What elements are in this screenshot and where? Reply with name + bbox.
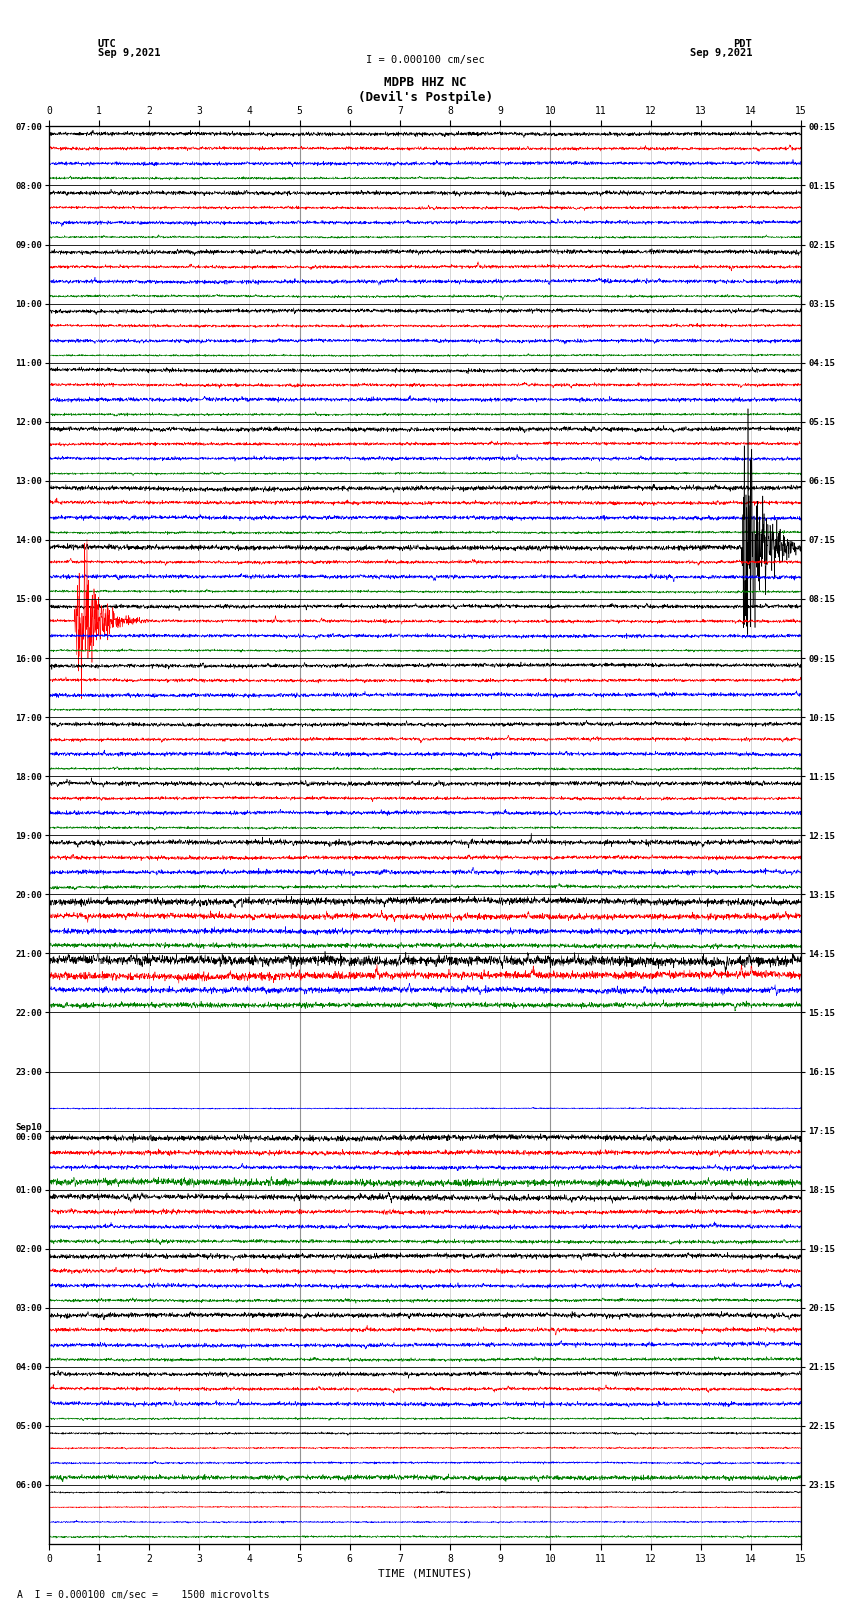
Text: Sep 9,2021: Sep 9,2021 [689, 48, 752, 58]
X-axis label: TIME (MINUTES): TIME (MINUTES) [377, 1569, 473, 1579]
Text: UTC: UTC [98, 39, 116, 48]
Text: PDT: PDT [734, 39, 752, 48]
Text: A  I = 0.000100 cm/sec =    1500 microvolts: A I = 0.000100 cm/sec = 1500 microvolts [17, 1590, 269, 1600]
Title: MDPB HHZ NC
(Devil's Postpile): MDPB HHZ NC (Devil's Postpile) [358, 76, 492, 105]
Text: I = 0.000100 cm/sec: I = 0.000100 cm/sec [366, 55, 484, 65]
Text: Sep 9,2021: Sep 9,2021 [98, 48, 161, 58]
